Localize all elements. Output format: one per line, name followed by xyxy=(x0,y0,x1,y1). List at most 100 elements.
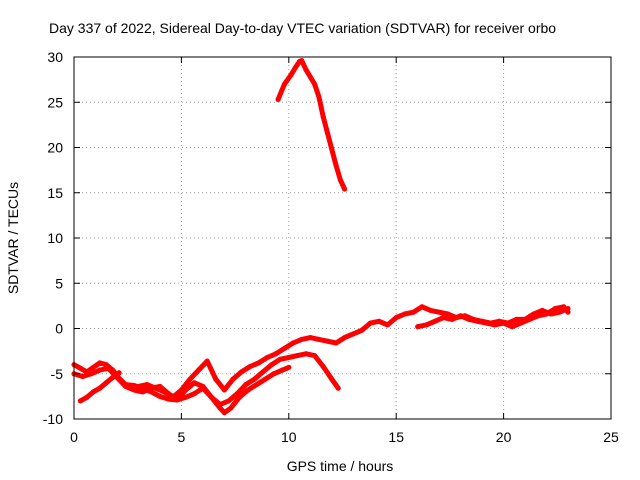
data-point xyxy=(333,340,339,346)
y-axis-tick-labels: -10 -5 0 5 10 15 20 25 30 xyxy=(43,49,63,427)
data-point xyxy=(279,367,285,373)
data-point xyxy=(342,335,348,341)
data-point xyxy=(290,340,296,346)
data-point xyxy=(483,320,489,326)
data-point xyxy=(209,394,214,400)
data-point xyxy=(325,130,330,136)
data-point xyxy=(466,316,472,322)
x-tick-label: 15 xyxy=(388,429,404,445)
data-point xyxy=(415,324,421,330)
y-tick-label: 5 xyxy=(55,275,63,291)
y-tick-label: 0 xyxy=(55,321,63,337)
data-point xyxy=(234,391,240,397)
data-point xyxy=(144,382,150,388)
data-point xyxy=(183,394,189,400)
data-point xyxy=(213,376,219,382)
data-point xyxy=(88,371,94,377)
data-point xyxy=(123,383,129,389)
data-point xyxy=(303,351,309,357)
data-point xyxy=(217,405,223,411)
data-point xyxy=(204,358,210,364)
data-point xyxy=(226,398,232,404)
data-point xyxy=(245,387,251,393)
data-point xyxy=(170,394,176,400)
series-layer xyxy=(71,58,571,416)
data-point xyxy=(292,65,298,71)
data-point xyxy=(501,320,507,326)
data-point xyxy=(419,304,425,310)
y-tick-label: 30 xyxy=(47,49,63,65)
data-point xyxy=(565,309,571,315)
data-point xyxy=(544,311,550,317)
data-point xyxy=(337,177,343,183)
data-point xyxy=(256,360,262,366)
data-point xyxy=(260,369,266,375)
data-point xyxy=(80,374,86,379)
data-point xyxy=(307,335,313,341)
data-point xyxy=(153,385,159,391)
x-tick-label: 20 xyxy=(496,429,512,445)
data-point xyxy=(131,387,137,393)
data-point xyxy=(247,364,253,369)
series-line xyxy=(275,58,348,192)
x-axis-title: GPS time / hours xyxy=(287,458,394,474)
data-point xyxy=(110,374,116,380)
data-point xyxy=(492,322,498,328)
data-point xyxy=(299,336,305,342)
data-point xyxy=(84,394,90,400)
data-point xyxy=(230,376,236,382)
data-point xyxy=(105,365,111,371)
data-point xyxy=(316,94,322,100)
data-point xyxy=(90,389,96,395)
data-point xyxy=(385,322,391,328)
data-point xyxy=(423,322,429,328)
data-point xyxy=(264,355,270,360)
data-point xyxy=(254,382,260,388)
data-point xyxy=(277,356,283,362)
data-point xyxy=(475,318,481,324)
data-point xyxy=(312,353,318,359)
data-point xyxy=(428,307,434,313)
data-point xyxy=(350,331,356,337)
data-point xyxy=(432,318,438,324)
data-point xyxy=(135,383,141,389)
data-point xyxy=(221,410,227,416)
data-point xyxy=(97,367,103,373)
data-point xyxy=(116,370,122,376)
data-point xyxy=(445,311,451,317)
grid-lines xyxy=(74,57,611,419)
data-point xyxy=(329,146,335,152)
data-point xyxy=(140,389,146,395)
y-tick-label: 25 xyxy=(47,94,63,110)
y-tick-label: 10 xyxy=(47,230,63,246)
data-point xyxy=(359,327,365,333)
data-point xyxy=(97,385,103,391)
data-point xyxy=(509,324,515,330)
axis-ticks xyxy=(73,56,612,420)
data-point xyxy=(526,316,532,322)
data-point xyxy=(376,318,382,324)
data-point xyxy=(312,81,318,87)
data-point xyxy=(402,311,408,317)
data-point xyxy=(178,387,184,393)
data-point xyxy=(410,309,416,315)
y-tick-label: -5 xyxy=(51,366,64,382)
data-point xyxy=(518,320,524,326)
data-point xyxy=(552,306,558,312)
data-point xyxy=(436,309,442,315)
x-axis-tick-labels: 0 5 10 15 20 25 xyxy=(70,429,619,445)
data-point xyxy=(335,385,341,391)
data-point xyxy=(131,383,137,388)
data-point xyxy=(393,315,399,321)
series-sat-track-f xyxy=(275,58,348,192)
data-point xyxy=(239,369,244,375)
y-tick-label: 15 xyxy=(47,185,63,201)
data-point xyxy=(157,393,163,399)
series-sat-track-e xyxy=(415,304,571,330)
data-point xyxy=(196,367,202,373)
data-point xyxy=(161,389,167,395)
data-point xyxy=(294,353,300,359)
data-point xyxy=(97,360,103,366)
